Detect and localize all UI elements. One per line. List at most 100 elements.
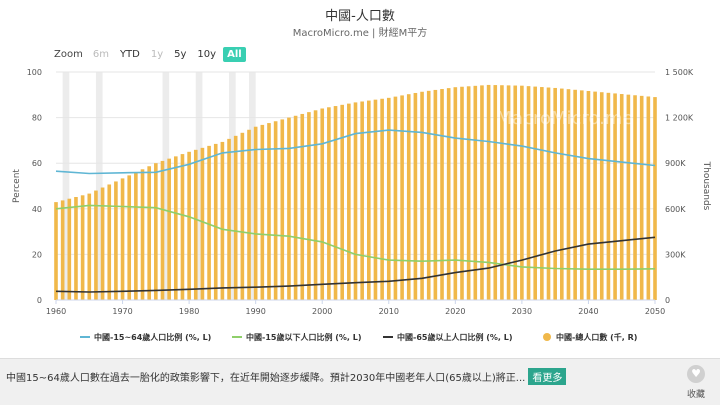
zoom-button-all[interactable]: All — [223, 47, 246, 62]
zoom-button-group: 6m YTD 1y 5y 10y All — [89, 47, 249, 62]
population-bar — [280, 119, 285, 300]
population-bar — [480, 85, 484, 300]
series-line-0 — [55, 129, 656, 175]
population-bar — [240, 132, 245, 300]
population-bar — [180, 154, 185, 300]
legend-swatch — [543, 333, 551, 341]
favorite-button[interactable]: ♥ 收藏 — [682, 365, 710, 400]
population-bar — [154, 163, 158, 300]
population-bar — [433, 89, 438, 300]
zoom-button-1y[interactable]: 1y — [150, 49, 164, 60]
population-bar — [127, 175, 132, 300]
population-bar — [613, 93, 617, 300]
population-bar — [293, 115, 298, 300]
population-bar — [80, 195, 85, 300]
legend-item-label: 中國-15~64歲人口比例 (%, L) — [94, 332, 211, 342]
population-bar — [260, 124, 265, 300]
y-right-tick-label: 0 — [665, 296, 670, 305]
recession-band — [195, 72, 203, 300]
description-text: 中國15~64歲人口數在過去一胎化的政策影響下，在近年開始逐步緩降。預計2030… — [6, 373, 526, 384]
population-bar — [500, 85, 504, 300]
population-bar — [506, 85, 511, 300]
population-bar — [599, 92, 604, 300]
chart-description: 中國15~64歲人口數在過去一胎化的政策影響下，在近年開始逐步緩降。預計2030… — [6, 368, 567, 385]
y-right-tick-label: 1 500K — [665, 68, 694, 77]
population-bar — [546, 87, 551, 300]
population-bar — [453, 87, 458, 300]
population-bar — [446, 88, 451, 300]
population-bar — [413, 92, 418, 300]
population-bar — [193, 149, 198, 300]
population-bar — [626, 94, 631, 300]
x-tick-label: 1990 — [245, 307, 265, 316]
population-bar — [120, 178, 125, 300]
population-bar — [347, 103, 351, 300]
population-bar — [253, 126, 258, 300]
x-tick-label: 1970 — [112, 307, 132, 316]
recession-band — [95, 72, 103, 300]
y-left-tick-label: 40 — [32, 205, 42, 214]
x-tick-label: 2030 — [512, 307, 532, 316]
recession-band — [162, 72, 170, 300]
population-bar — [639, 95, 644, 300]
description-bar: 中國15~64歲人口數在過去一胎化的政策影響下，在近年開始逐步緩降。預計2030… — [0, 358, 720, 405]
population-bar — [526, 86, 531, 300]
population-bar — [87, 193, 92, 300]
population-bar — [227, 138, 231, 300]
population-bar — [340, 104, 344, 300]
recession-band — [62, 72, 70, 300]
population-bar — [54, 202, 58, 300]
chart-subtitle: MacroMicro.me | 財經M平方 — [292, 28, 428, 39]
population-bar — [67, 198, 72, 300]
population-bar — [460, 86, 464, 300]
x-tick-label: 2040 — [578, 307, 598, 316]
zoom-button-ytd[interactable]: YTD — [119, 49, 140, 60]
y-left-tick-label: 100 — [27, 68, 42, 77]
population-bar — [513, 85, 518, 300]
chart-container: 中國-人口數 MacroMicro.me | 財經M平方 Zoom 6m YTD 1… — [12, 9, 711, 342]
zoom-toolbar: Zoom 6m YTD 1y 5y 10y All — [54, 47, 249, 62]
chart-title: 中國-人口數 — [325, 9, 395, 24]
population-bar — [333, 106, 338, 300]
series-line-2 — [55, 236, 656, 293]
population-bar — [160, 160, 165, 300]
y-right-tick-label: 1 200K — [665, 114, 694, 123]
y-right-tick-label: 900K — [665, 159, 686, 168]
population-bar — [386, 97, 391, 300]
recession-band — [249, 72, 256, 300]
population-bar — [533, 86, 538, 300]
population-bar — [653, 97, 657, 300]
x-tick-label: 1960 — [46, 307, 66, 316]
x-tick-label: 2020 — [445, 307, 465, 316]
population-bar — [586, 91, 591, 300]
heart-icon: ♥ — [687, 365, 705, 383]
population-bar — [560, 88, 564, 301]
y-left-tick-label: 0 — [37, 296, 42, 305]
population-bar — [406, 94, 411, 300]
see-more-button[interactable]: 看更多 — [528, 368, 567, 385]
favorite-label: 收藏 — [686, 390, 705, 400]
population-bar — [320, 108, 325, 300]
population-bar — [466, 86, 471, 301]
recession-band — [229, 72, 236, 300]
x-tick-label: 2000 — [312, 307, 332, 316]
population-bar — [233, 135, 238, 300]
y-left-axis-title: Percent — [12, 169, 22, 203]
legend-item-label: 中國-總人口數 (千, R) — [556, 332, 637, 342]
population-bar — [247, 129, 251, 300]
population-bar — [380, 98, 384, 300]
population-bar — [94, 190, 98, 300]
population-bar — [213, 143, 218, 300]
population-bar — [619, 94, 624, 300]
zoom-button-10y[interactable]: 10y — [197, 49, 217, 60]
population-bar — [167, 158, 171, 300]
population-bar — [579, 90, 584, 300]
population-bar — [593, 91, 597, 300]
population-bar — [353, 102, 358, 301]
population-bar — [573, 89, 577, 300]
y-left-tick-label: 80 — [32, 114, 42, 123]
population-bar — [220, 141, 225, 300]
zoom-button-6m[interactable]: 6m — [92, 49, 109, 60]
population-bar — [100, 187, 105, 300]
zoom-button-5y[interactable]: 5y — [174, 49, 187, 60]
